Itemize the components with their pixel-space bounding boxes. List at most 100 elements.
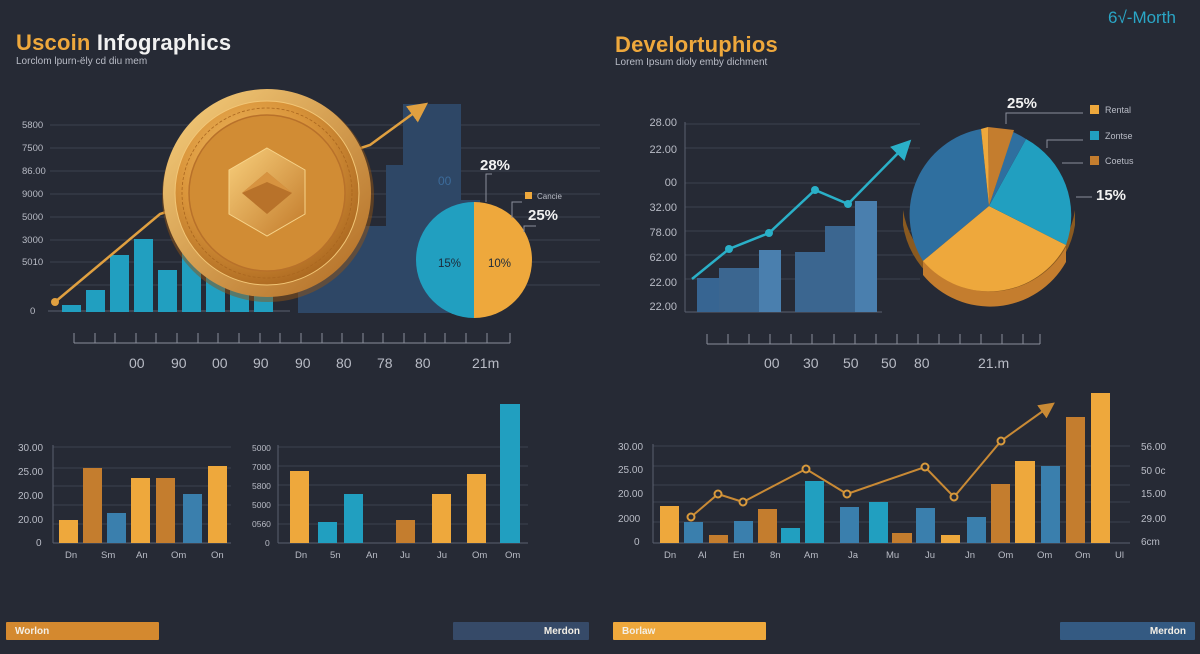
x-tick: Sm [101, 550, 115, 561]
y-tick: 5000 [22, 212, 43, 223]
y-tick: 7500 [22, 143, 43, 154]
left-page-title: Uscoin Infographics [16, 30, 231, 56]
y-tick: 20.00 [18, 515, 43, 526]
coin-illustration [162, 89, 374, 302]
legend-label: Coetus [1105, 156, 1134, 166]
y-tick-left: 25.00 [618, 465, 643, 476]
y-tick: 22.00 [649, 301, 677, 313]
y-tick-right: 6cm [1141, 537, 1160, 548]
y-tick: 30.00 [18, 443, 43, 454]
x-tick: Ju [437, 550, 447, 561]
title-rest: Infographics [96, 30, 232, 55]
y-tick: 9000 [22, 189, 43, 200]
x-tick: Dn [664, 550, 676, 561]
x-tick: An [366, 550, 378, 561]
x-tick: Mu [886, 550, 899, 561]
x-tick: Dn [295, 550, 307, 561]
right-page-title: Develortuphios [615, 32, 778, 57]
y-tick: 20.00 [18, 491, 43, 502]
x-tick: 00 [129, 355, 145, 371]
y-tick: 32.00 [649, 202, 677, 214]
right-page-subtitle: Lorem Ipsum dioly emby dichment [615, 57, 768, 68]
x-tick: Om [505, 550, 520, 561]
x-tick: On [211, 550, 224, 561]
y-tick: 78.00 [649, 227, 677, 239]
bottom-left-bar-chart-1: 30.00 25.00 20.00 20.00 0 Dn Sm An Om On [18, 443, 231, 561]
x-tick: 90 [295, 355, 311, 371]
pie-slice-label: 15% [438, 258, 461, 270]
x-tick: 30 [803, 355, 819, 371]
legend-label: Cancie [537, 192, 562, 201]
pie-slice-label: 10% [488, 258, 511, 270]
x-tick: 8n [770, 550, 781, 561]
y-tick-left: 0 [634, 537, 640, 548]
top-left-pie: 28% 25% 00 Cancie 15% 10% [416, 157, 562, 318]
x-tick: 21m [472, 355, 499, 371]
x-tick: Om [1075, 550, 1090, 561]
y-tick: 5000 [252, 500, 271, 510]
footer-secondary-button-left[interactable]: Merdon [453, 622, 589, 640]
y-tick: 0560 [252, 519, 271, 529]
y-tick: 0 [30, 306, 35, 317]
y-tick: 5800 [22, 120, 43, 131]
legend-label: Rental [1105, 105, 1131, 115]
x-tick: 00 [764, 355, 780, 371]
pie-callout: 28% [480, 157, 510, 174]
left-page-subtitle: Lorclom lpurn-ëly cd diu mem [16, 56, 148, 67]
title-accent: Uscoin [16, 30, 91, 55]
x-tick: Om [472, 550, 487, 561]
x-tick: 5n [330, 550, 341, 561]
y-tick: 5010 [22, 257, 43, 268]
x-tick: Ju [400, 550, 410, 561]
y-tick-right: 29.00 [1141, 514, 1166, 525]
x-tick: 78 [377, 355, 393, 371]
bottom-right-bar-line-chart: 30.00 25.00 20.00 2000 0 56.00 50 0c 15.… [618, 393, 1166, 561]
brand-label: 6√-Morth [1108, 8, 1176, 27]
footer-primary-button-left[interactable]: Worlon [6, 622, 159, 640]
y-tick: 5800 [252, 481, 271, 491]
x-tick: Al [698, 550, 706, 561]
legend-swatch [1090, 156, 1099, 165]
y-tick: 7000 [252, 462, 271, 472]
pie-callout: 00 [438, 174, 452, 188]
footer-primary-button-right[interactable]: Borlaw [613, 622, 766, 640]
x-tick: Jn [965, 550, 975, 561]
x-tick: An [136, 550, 148, 561]
x-tick: 80 [415, 355, 431, 371]
x-tick: 21.m [978, 355, 1009, 371]
x-tick: Om [1037, 550, 1052, 561]
y-tick-right: 15.00 [1141, 489, 1166, 500]
legend-swatch [525, 192, 532, 199]
x-tick: Om [171, 550, 186, 561]
x-tick: 90 [171, 355, 187, 371]
x-tick: Dn [65, 550, 77, 561]
y-tick: 00 [665, 177, 677, 189]
top-right-pie: 25% 15% Rental Zontse Coetus [903, 95, 1134, 307]
y-tick: 0 [36, 538, 42, 549]
x-tick: 80 [336, 355, 352, 371]
y-tick: 22.00 [649, 277, 677, 289]
y-tick: 25.00 [18, 467, 43, 478]
x-tick: Am [804, 550, 818, 561]
footer-secondary-button-right[interactable]: Merdon [1060, 622, 1195, 640]
x-tick: 50 [843, 355, 859, 371]
legend-label: Zontse [1105, 131, 1133, 141]
x-tick: 00 [212, 355, 228, 371]
y-tick: 28.00 [649, 117, 677, 129]
x-tick: 50 [881, 355, 897, 371]
y-tick: 86.00 [22, 166, 46, 177]
y-tick: 22.00 [649, 144, 677, 156]
y-tick-left: 20.00 [618, 489, 643, 500]
x-tick: Ul [1115, 550, 1124, 561]
y-tick: 62.00 [649, 252, 677, 264]
x-tick: En [733, 550, 745, 561]
pie-callout: 25% [528, 207, 558, 224]
y-tick-left: 30.00 [618, 442, 643, 453]
pie-callout: 15% [1096, 187, 1126, 204]
bottom-left-bar-chart-2: 5000 7000 5800 5000 0560 0 Dn 5n An Ju J… [252, 404, 528, 561]
pie-callout: 25% [1007, 95, 1037, 112]
y-tick: 3000 [22, 235, 43, 246]
y-tick-right: 56.00 [1141, 442, 1166, 453]
x-tick: Om [998, 550, 1013, 561]
